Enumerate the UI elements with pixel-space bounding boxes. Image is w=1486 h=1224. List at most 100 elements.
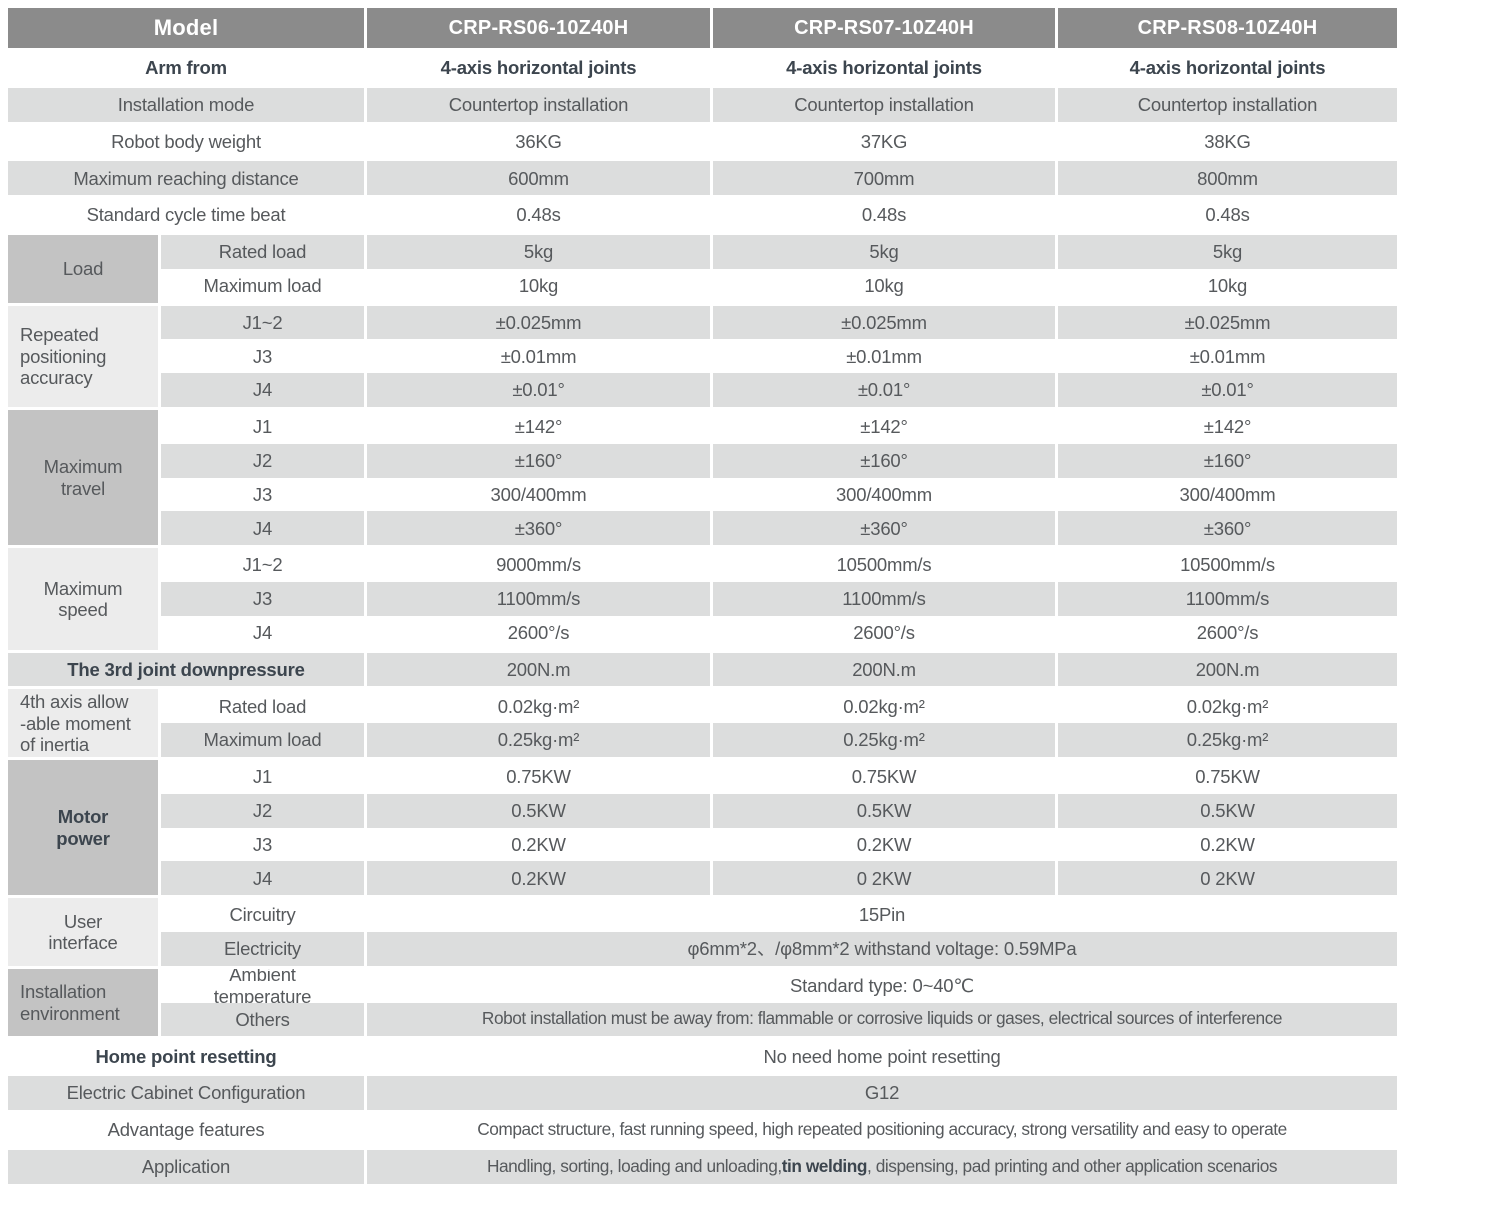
value-cell: 0.2KW — [367, 861, 710, 896]
value-cell: 10500mm/s — [836, 554, 932, 576]
value-cell: 0.5KW — [367, 793, 710, 828]
spec-block: Standard cycle time beat 0.48s 0.48s 0.48s — [8, 198, 1397, 232]
row-label-cell: J3 — [252, 345, 273, 367]
row-label-cell: Ambient temperature — [213, 968, 312, 1003]
group-label-cell: Maximum travel — [8, 409, 158, 546]
value-cell: ±160° — [367, 443, 710, 478]
value-cell: 300/400mm — [1179, 483, 1276, 505]
merged-text-part: Handling, sorting, loading and unloading… — [486, 1155, 782, 1176]
group-label-cell: 4th axis allow -able moment of inertia — [8, 689, 158, 757]
value-cell: ±0.01mm — [500, 345, 577, 367]
value-cell: 0.02kg·m² — [497, 695, 580, 717]
model-header-2: CRP-RS07-10Z40H — [713, 8, 1055, 48]
value-cell: ±0.01° — [713, 373, 1055, 407]
value-cell: 0.75KW — [506, 766, 571, 788]
value-cell: 1100mm/s — [367, 581, 710, 616]
row-label-cell: Home point resetting — [95, 1045, 277, 1067]
value-cell: 0.5KW — [1058, 793, 1397, 828]
spec-block: The 3rd joint downpressure 200N.m 200N.m 20… — [8, 652, 1397, 687]
value-cell: 0.02kg·m² — [1186, 695, 1269, 717]
value-cell: 2600°/s — [853, 622, 915, 644]
value-cell: ±360° — [1058, 511, 1397, 546]
table-header-row: Model CRP-RS06-10Z40H CRP-RS07-10Z40H CR… — [8, 8, 1397, 48]
value-cell: 200N.m — [713, 652, 1055, 687]
table-body: Arm from 4-axis horizontal joints 4-axis h… — [8, 51, 1397, 1184]
value-cell: 4-axis horizontal joints — [440, 57, 637, 79]
value-cell: ±360° — [367, 511, 710, 546]
value-cell: Countertop installation — [367, 87, 710, 122]
value-cell: 5kg — [713, 234, 1055, 269]
spec-block: Maximum speed J1~2 9000mm/s 10500mm/s 10500m… — [8, 548, 1397, 650]
value-cell: 800mm — [1058, 161, 1397, 196]
value-cell: 0.02kg·m² — [843, 695, 925, 717]
value-cell: 10kg — [1207, 275, 1248, 297]
row-label-cell: Maximum load — [203, 275, 322, 297]
merged-value-cell: φ6mm*2、/φ8mm*2 withstand voltage: 0.59MP… — [367, 931, 1397, 966]
model-header-label: Model — [8, 8, 364, 48]
value-cell: 5kg — [367, 234, 710, 269]
spec-block: Maximum travel J1 ±142° ±142° ±142° J2 ±160° ±1… — [8, 409, 1397, 546]
value-cell: 9000mm/s — [496, 554, 581, 576]
row-label-cell: Electricity — [161, 931, 364, 966]
merged-value-cell: Robot installation must be away from: fl… — [367, 1002, 1397, 1037]
model-header-3: CRP-RS08-10Z40H — [1058, 8, 1397, 48]
row-label-cell: J4 — [161, 511, 364, 546]
row-label-cell: J1 — [252, 416, 273, 438]
value-cell: 0.2KW — [511, 833, 566, 855]
spec-block: Installation mode Countertop installation… — [8, 87, 1397, 122]
row-label-cell: Maximum reaching distance — [8, 161, 364, 196]
spec-block: Arm from 4-axis horizontal joints 4-axis h… — [8, 51, 1397, 85]
row-label-cell: J3 — [252, 833, 273, 855]
value-cell: 200N.m — [1058, 652, 1397, 687]
spec-block: Application Handling, sorting, loading an… — [8, 1149, 1397, 1184]
group-label-cell: Repeated positioning accuracy — [8, 305, 158, 407]
value-cell: ±0.01° — [367, 373, 710, 407]
value-cell: 0 2KW — [1058, 861, 1397, 896]
merged-value-cell: 15Pin — [858, 904, 906, 926]
value-cell: 600mm — [367, 161, 710, 196]
value-cell: 38KG — [1204, 130, 1251, 152]
value-cell: ±160° — [713, 443, 1055, 478]
value-cell: 0.25kg·m² — [713, 723, 1055, 757]
value-cell: 4-axis horizontal joints — [1129, 57, 1326, 79]
value-cell: 0.25kg·m² — [1058, 723, 1397, 757]
row-label-cell: J1~2 — [242, 554, 283, 576]
value-cell: 300/400mm — [490, 483, 587, 505]
row-label-cell: J4 — [161, 373, 364, 407]
row-label-cell: Advantage features — [107, 1119, 265, 1141]
value-cell: ±0.01mm — [1189, 345, 1266, 367]
row-label-cell: Standard cycle time beat — [86, 204, 286, 226]
value-cell: 0.48s — [861, 204, 907, 226]
group-label-cell: Maximum speed — [8, 548, 158, 650]
value-cell: 700mm — [713, 161, 1055, 196]
row-label-cell: Electric Cabinet Configuration — [8, 1076, 364, 1110]
value-cell: ±360° — [713, 511, 1055, 546]
group-label-cell: Installation environment — [8, 968, 158, 1037]
group-label-cell: Motor power — [8, 759, 158, 896]
value-cell: ±142° — [860, 416, 908, 438]
value-cell: 0 2KW — [713, 861, 1055, 896]
row-label-cell: J2 — [161, 443, 364, 478]
value-cell: ±0.025mm — [713, 305, 1055, 340]
spec-block: Load Rated load 5kg 5kg 5kg Maximum load 10kg 1… — [8, 234, 1397, 303]
row-label-cell: Rated load — [218, 695, 307, 717]
value-cell: 0.5KW — [713, 793, 1055, 828]
value-cell: ±142° — [514, 416, 563, 438]
value-cell: ±0.01° — [1058, 373, 1397, 407]
value-cell: Countertop installation — [1058, 87, 1397, 122]
spec-table: Model CRP-RS06-10Z40H CRP-RS07-10Z40H CR… — [8, 8, 1397, 1187]
value-cell: 37KG — [860, 130, 908, 152]
value-cell: 4-axis horizontal joints — [786, 57, 982, 79]
value-cell: 2600°/s — [507, 622, 570, 644]
spec-block: Maximum reaching distance 600mm 700mm 800mm — [8, 161, 1397, 196]
value-cell: 0.75KW — [851, 766, 917, 788]
group-label-cell: Load — [8, 234, 158, 303]
spec-block: Repeated positioning accuracy J1~2 ±0.025m… — [8, 305, 1397, 407]
value-cell: ±0.025mm — [367, 305, 710, 340]
spec-block: Motor power J1 0.75KW 0.75KW 0.75KW J2 0.5KW 0.… — [8, 759, 1397, 896]
row-label-cell: J3 — [161, 581, 364, 616]
row-label-cell: Installation mode — [8, 87, 364, 122]
group-label-cell: User interface — [8, 898, 158, 966]
row-label-cell: J4 — [161, 861, 364, 896]
row-label-cell: Arm from — [145, 57, 227, 79]
